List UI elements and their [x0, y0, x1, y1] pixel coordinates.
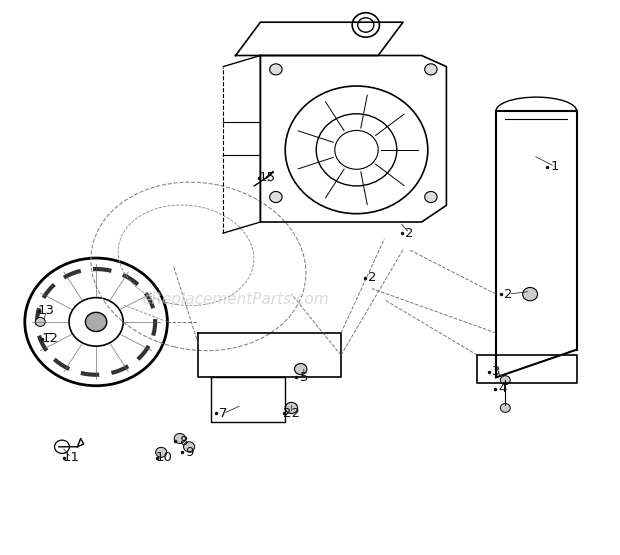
Text: 4: 4 — [498, 382, 507, 395]
Text: 2: 2 — [405, 226, 414, 240]
Text: 7: 7 — [219, 407, 228, 420]
Circle shape — [184, 442, 195, 452]
Circle shape — [500, 376, 510, 385]
Circle shape — [425, 191, 437, 203]
Text: 1: 1 — [551, 160, 559, 173]
Text: 11: 11 — [63, 451, 80, 465]
Text: eReplacementParts.com: eReplacementParts.com — [142, 292, 329, 307]
Circle shape — [285, 402, 298, 413]
Circle shape — [156, 447, 167, 457]
Text: 10: 10 — [156, 451, 173, 465]
Circle shape — [174, 433, 185, 443]
Circle shape — [270, 191, 282, 203]
Text: 15: 15 — [258, 171, 275, 184]
Text: 13: 13 — [38, 304, 55, 317]
Text: 2: 2 — [504, 287, 513, 301]
Circle shape — [86, 312, 107, 331]
Text: 2: 2 — [368, 271, 376, 284]
Text: 22: 22 — [283, 407, 300, 420]
Circle shape — [270, 64, 282, 75]
Circle shape — [500, 403, 510, 412]
Text: 12: 12 — [41, 332, 58, 345]
Circle shape — [35, 317, 45, 326]
Text: 5: 5 — [299, 371, 308, 384]
Text: 9: 9 — [185, 446, 193, 459]
Circle shape — [294, 364, 307, 375]
Circle shape — [523, 287, 538, 301]
Text: 3: 3 — [492, 365, 500, 379]
Circle shape — [425, 64, 437, 75]
Text: 8: 8 — [179, 435, 187, 448]
